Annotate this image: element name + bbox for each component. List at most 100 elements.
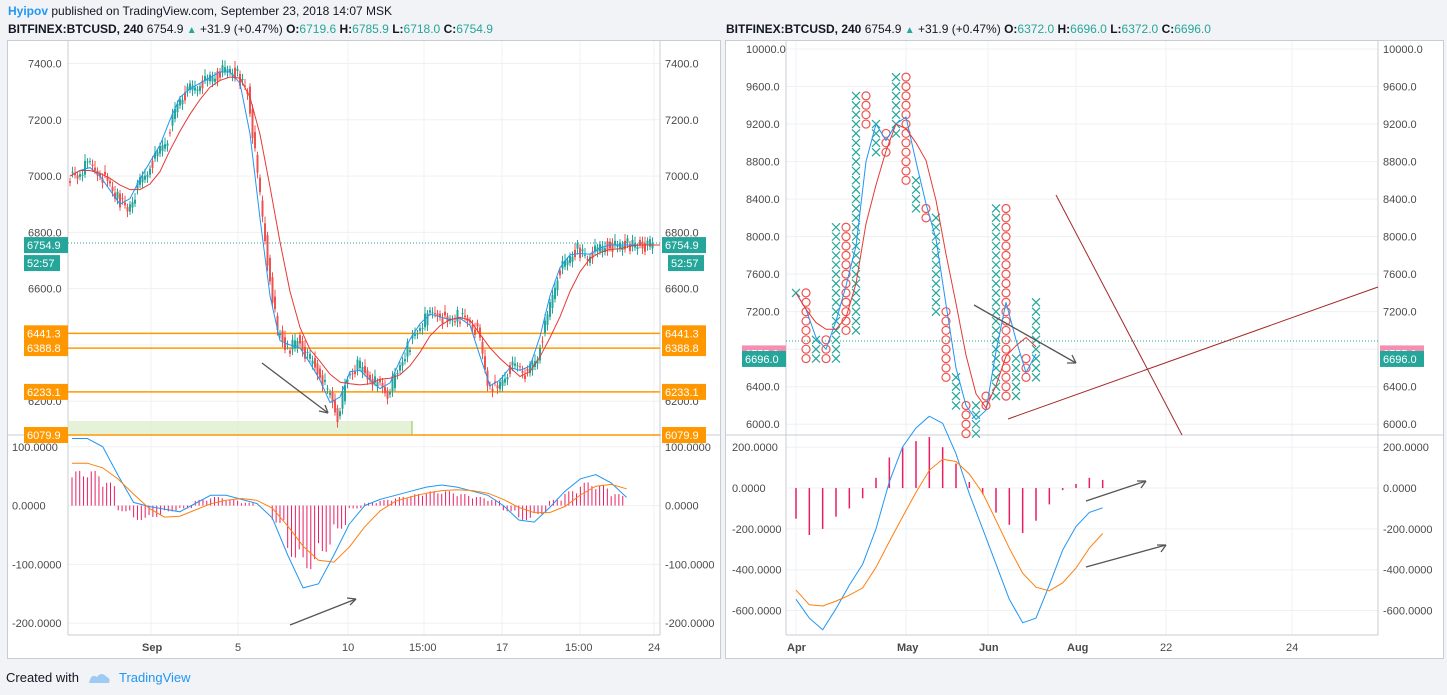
candle-body[interactable] [546,314,549,325]
candle-body[interactable] [479,327,481,338]
pf-o-box[interactable] [1001,232,1011,242]
candle-body[interactable] [366,370,369,380]
candle-body[interactable] [544,320,546,334]
candle-body[interactable] [589,256,591,263]
candle-body[interactable] [216,71,219,81]
candle-body[interactable] [84,160,86,175]
pf-x-box[interactable] [1031,363,1041,373]
pf-x-box[interactable] [831,241,841,251]
candle-body[interactable] [99,173,101,177]
candle-body[interactable] [601,246,604,252]
candle-body[interactable] [506,377,509,380]
pf-o-box[interactable] [1001,203,1011,214]
candle-body[interactable] [244,85,246,87]
pf-o-box[interactable] [1001,250,1011,260]
pf-o-box[interactable] [861,119,871,129]
candle-body[interactable] [236,68,239,71]
candle-body[interactable] [571,256,574,262]
pf-x-box[interactable] [971,419,981,429]
candle-body[interactable] [184,92,186,101]
pf-x-box[interactable] [911,185,921,195]
candle-body[interactable] [301,341,304,352]
candle-body[interactable] [604,248,606,253]
candle-body[interactable] [451,320,454,322]
pf-x-box[interactable] [951,401,961,410]
candle-body[interactable] [141,176,144,183]
candle-body[interactable] [421,328,424,330]
pf-x-box[interactable] [931,279,941,288]
candle-body[interactable] [74,173,76,176]
candle-body[interactable] [86,161,89,163]
candle-body[interactable] [154,152,156,159]
pf-o-box[interactable] [961,410,971,420]
candle-body[interactable] [126,207,129,212]
candle-body[interactable] [179,99,181,106]
pf-o-box[interactable] [1001,288,1011,298]
candle-body[interactable] [454,321,456,323]
candle-body[interactable] [311,360,314,364]
pf-x-box[interactable] [911,204,921,213]
candle-body[interactable] [274,296,276,310]
macd-trend-arrow[interactable] [289,598,357,626]
symbol-name[interactable]: BITFINEX:BTCUSD, 240 [8,22,144,36]
pf-x-box[interactable] [831,269,841,279]
candle-body[interactable] [339,411,341,417]
pf-o-box[interactable] [901,147,911,157]
pf-x-box[interactable] [951,382,961,392]
candle-body[interactable] [91,164,94,166]
candle-body[interactable] [409,350,411,352]
candle-body[interactable] [254,132,256,149]
pf-x-box[interactable] [851,147,861,157]
pf-o-box[interactable] [941,325,951,336]
candle-body[interactable] [221,65,224,72]
pf-x-box[interactable] [831,232,841,242]
pf-x-box[interactable] [851,288,861,298]
candle-body[interactable] [639,239,641,246]
pf-o-box[interactable] [841,241,851,251]
candle-body[interactable] [401,362,404,366]
candle-body[interactable] [174,108,176,119]
candle-body[interactable] [324,379,326,382]
pf-x-box[interactable] [871,129,881,138]
candle-body[interactable] [574,249,576,258]
candle-body[interactable] [161,145,164,152]
pf-o-box[interactable] [941,363,951,373]
candle-body[interactable] [434,313,436,315]
pf-x-box[interactable] [851,297,861,307]
candle-body[interactable] [364,366,366,374]
right-chart-svg[interactable]: 10000.0 10000.0 9600.0 9600.0 9200.0 9200.0 88… [726,41,1443,658]
pf-x-box[interactable] [811,344,821,354]
candle-body[interactable] [524,375,526,379]
candle-body[interactable] [271,277,274,303]
pf-x-box[interactable] [851,194,861,204]
pf-o-box[interactable] [841,288,851,298]
candle-body[interactable] [239,73,241,86]
candle-body[interactable] [81,174,84,176]
pf-o-box[interactable] [1001,325,1011,336]
pf-x-box[interactable] [871,138,881,148]
candle-body[interactable] [444,311,446,316]
candle-body[interactable] [481,341,484,354]
pf-x-box[interactable] [831,279,841,288]
pf-x-box[interactable] [931,232,941,242]
pf-x-box[interactable] [1031,326,1041,335]
candle-body[interactable] [494,381,496,383]
candle-body[interactable] [344,385,346,402]
candle-body[interactable] [106,176,109,181]
pf-x-box[interactable] [851,185,861,195]
pf-x-box[interactable] [891,100,901,110]
candle-body[interactable] [196,89,199,91]
support-trendline[interactable] [1007,286,1379,420]
pf-o-box[interactable] [1001,353,1011,364]
candle-body[interactable] [171,113,174,126]
pf-x-box[interactable] [851,166,861,176]
pf-x-box[interactable] [811,335,821,345]
candle-body[interactable] [124,202,126,206]
candle-body[interactable] [149,168,151,175]
pf-o-box[interactable] [801,344,811,354]
macd-line[interactable] [795,415,1103,631]
pf-x-box[interactable] [851,307,861,317]
pf-x-box[interactable] [971,401,981,410]
candle-body[interactable] [121,198,124,200]
candle-body[interactable] [139,177,141,185]
